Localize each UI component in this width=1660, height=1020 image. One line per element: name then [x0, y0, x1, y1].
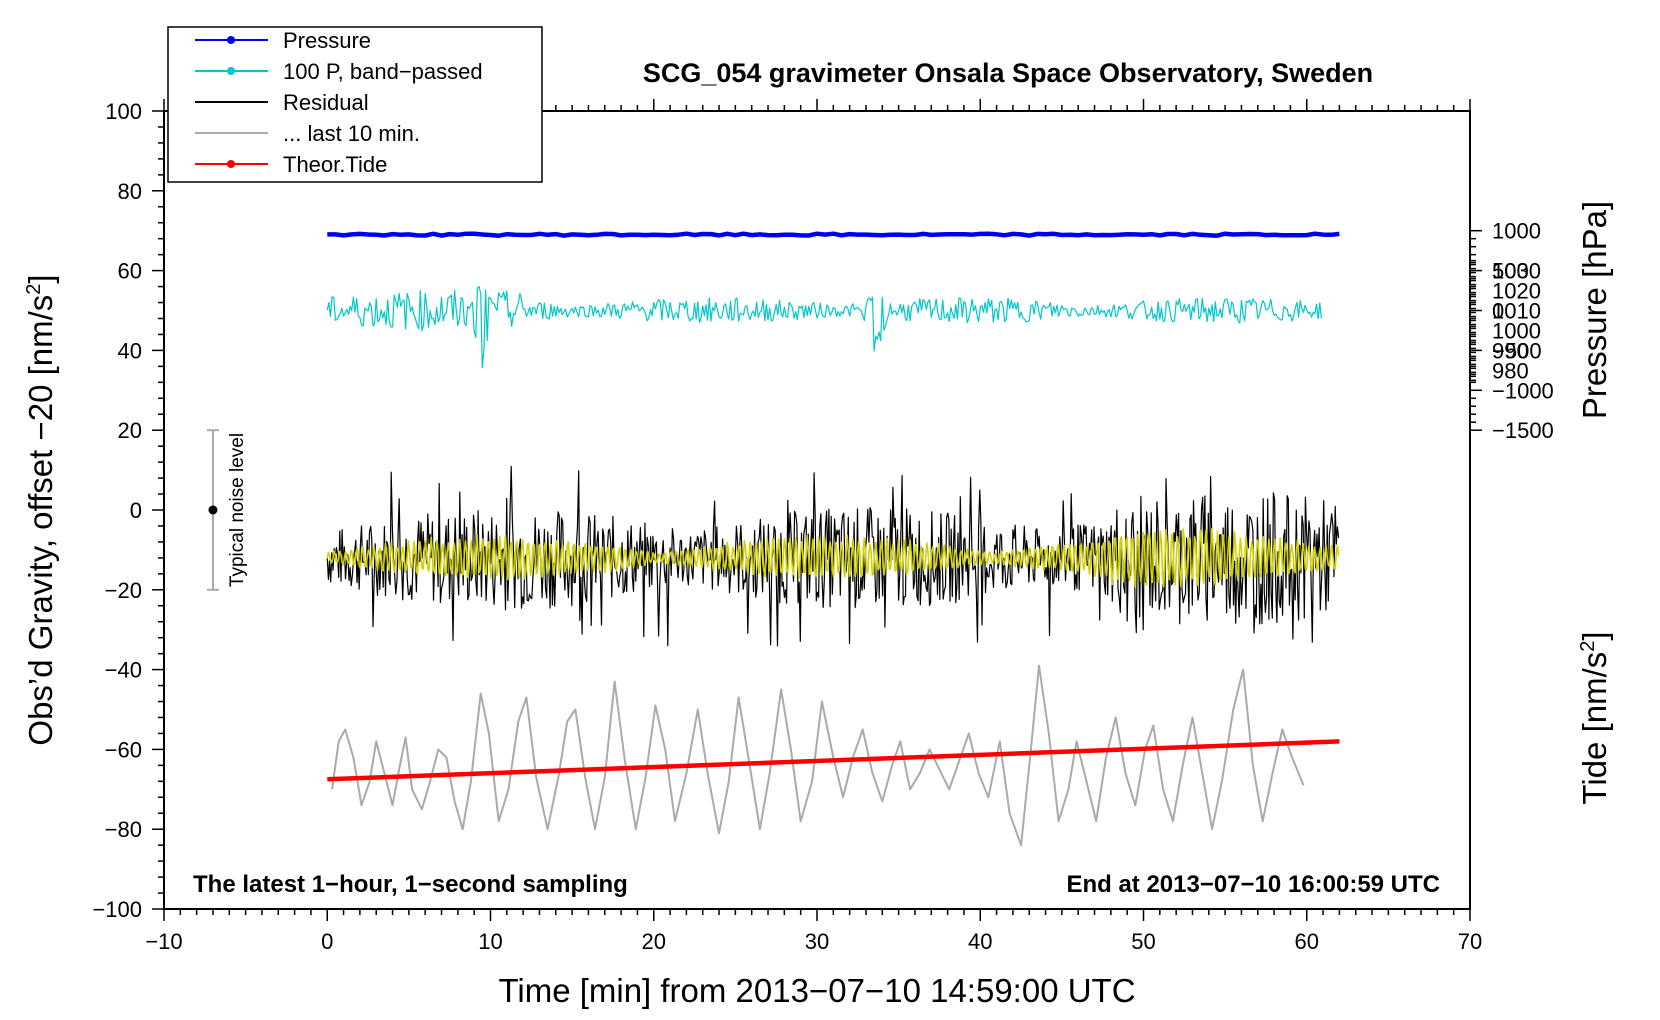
legend-label: ... last 10 min. [283, 121, 420, 146]
plot-area [163, 110, 1471, 910]
series-pressure [327, 231, 1340, 238]
x-axis-label: Time [min] from 2013−07−10 14:59:00 UTC [498, 972, 1135, 1009]
x-tick-label: 70 [1458, 929, 1482, 954]
y-tick-label: 0 [130, 498, 142, 523]
y-tick-label: −60 [105, 737, 142, 762]
tide-tick-label: −1000 [1492, 378, 1554, 403]
y-tick-label: 80 [118, 179, 142, 204]
pressure-tick-label: 990 [1492, 338, 1529, 363]
legend-box [167, 26, 543, 183]
pressure-tick-label: 1010 [1492, 299, 1541, 324]
y-axis-label-left-sup: 2 [23, 284, 45, 295]
x-tick-label: 0 [321, 929, 333, 954]
legend-label: Theor.Tide [283, 152, 387, 177]
y-tick-label: −100 [92, 897, 142, 922]
y-axis-label-left: Obs’d Gravity, offset −20 [nm/s2] [22, 274, 59, 745]
legend-entries: Pressure 100 P, band−passed Residual ... la… [195, 28, 483, 177]
series-theor-tide [327, 739, 1340, 782]
y-tick-label: 100 [105, 99, 142, 124]
y-tick-label: 40 [118, 338, 142, 363]
x-tick-label: 60 [1295, 929, 1319, 954]
pressure-tick-label: 1030 [1492, 259, 1541, 284]
x-tick-label: −10 [145, 929, 182, 954]
tide-tick-label: 500 [1492, 259, 1529, 284]
x-tick-label: 10 [478, 929, 502, 954]
legend-swatch-marker [227, 36, 235, 44]
noise-indicator: Typical noise level [206, 429, 248, 591]
y-tick-label: −40 [105, 658, 142, 683]
y-axis-label-left-base: Obs’d Gravity, offset −20 [nm/s [22, 295, 59, 746]
legend-swatch-marker [227, 67, 235, 75]
axis-ticks: −10 0 10 20 30 40 50 60 70−100−80−60−40−20020406… [92, 99, 1554, 954]
tide-tick-label: −500 [1492, 338, 1542, 363]
y-axis-label-tide-close: ] [1576, 631, 1613, 640]
y-axis-label-tide-sup: 2 [1577, 641, 1599, 652]
tide-tick-label: 0 [1492, 299, 1504, 324]
y-tick-label: 20 [118, 418, 142, 443]
series-layer [326, 231, 1340, 847]
y-axis-label-left-close: ] [22, 274, 59, 283]
legend-label: Pressure [283, 28, 371, 53]
noise-bar-center-marker [208, 505, 218, 515]
noise-bar-label: Typical noise level [227, 433, 248, 587]
x-tick-label: 30 [805, 929, 829, 954]
legend-label: 100 P, band−passed [283, 59, 483, 84]
chart-title: SCG_054 gravimeter Onsala Space Observat… [643, 58, 1373, 88]
annotation-right: End at 2013−07−10 16:00:59 UTC [1066, 871, 1440, 898]
y-tick-label: −80 [105, 817, 142, 842]
x-tick-label: 20 [642, 929, 666, 954]
y-tick-label: −20 [105, 578, 142, 603]
pressure-tick-label: 1000 [1492, 318, 1541, 343]
tide-tick-label: −1500 [1492, 418, 1554, 443]
pressure-tick-label: 980 [1492, 358, 1529, 383]
y-axis-label-tide-base: Tide [nm/s [1576, 652, 1613, 805]
x-tick-label: 40 [968, 929, 992, 954]
series-100-p-band-passed [326, 286, 1322, 369]
tide-tick-label: 1000 [1492, 219, 1541, 244]
series-last-10-min [331, 664, 1305, 847]
legend-label: Residual [283, 90, 369, 115]
pressure-tick-label: 1020 [1492, 279, 1541, 304]
annotation-left: The latest 1−hour, 1−second sampling [193, 871, 628, 898]
y-axis-label-tide: Tide [nm/s2] [1576, 631, 1613, 804]
legend: Pressure 100 P, band−passed Residual ... la… [167, 26, 543, 183]
y-tick-label: 60 [118, 259, 142, 284]
legend-swatch-marker [227, 160, 235, 168]
series-residual-filtered [326, 528, 1340, 588]
y-axis-label-pressure: Pressure [hPa] [1576, 201, 1613, 419]
x-tick-label: 50 [1131, 929, 1155, 954]
